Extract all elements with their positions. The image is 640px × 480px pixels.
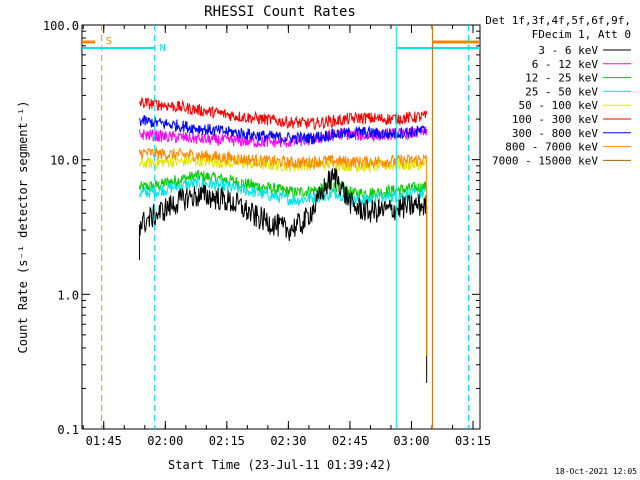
x-tick-label: 02:30	[270, 434, 306, 448]
x-tick-label: 03:00	[393, 434, 429, 448]
series-line-4	[139, 154, 428, 174]
x-tick-label: 02:15	[209, 434, 245, 448]
legend-label: 100 - 300 keV	[512, 113, 598, 126]
series-line-6	[138, 115, 427, 146]
night-label: N	[160, 43, 166, 54]
legend-label: 800 - 7000 keV	[505, 141, 598, 154]
legend-label: 300 - 800 keV	[512, 127, 598, 140]
legend-label: 7000 - 15000 keV	[492, 154, 598, 167]
legend-label: 25 - 50 keV	[525, 85, 598, 98]
legend-label: 3 - 6 keV	[538, 44, 598, 57]
chart-title: RHESSI Count Rates	[204, 4, 356, 20]
x-tick-label: 02:45	[332, 434, 368, 448]
legend-label: 6 - 12 keV	[532, 58, 599, 71]
series-line-7	[138, 147, 428, 170]
y-tick-label: 0.1	[57, 423, 79, 437]
y-tick-label: 1.0	[57, 288, 79, 302]
series-line-5	[138, 96, 428, 131]
y-tick-label: 100.0	[43, 19, 79, 33]
x-tick-label: 02:00	[147, 434, 183, 448]
x-tick-label: 03:15	[455, 434, 491, 448]
legend-header-line-1: Det 1f,3f,4f,5f,6f,9f,	[485, 14, 631, 27]
series-line-2	[138, 169, 428, 201]
series-line-0	[138, 167, 428, 242]
plot-area: 0.1 1.0 10.0 100.0 01:45 02:00 02:15 02:30 02:45…	[43, 19, 491, 448]
axes-frame	[81, 24, 481, 430]
saa-label: S	[106, 36, 112, 47]
x-axis-label: Start Time (23-Jul-11 01:39:42)	[168, 458, 392, 472]
legend-header-line-2: FDecim 1, Att 0	[532, 28, 631, 41]
y-axis-label: Count Rate (s⁻¹ detector segment⁻¹)	[16, 101, 30, 354]
footer-timestamp: 18-Oct-2021 12:05	[555, 467, 637, 476]
y-tick-label: 10.0	[50, 154, 79, 168]
legend-label: 12 - 25 keV	[525, 72, 598, 85]
legend-label: 50 - 100 keV	[519, 99, 599, 112]
x-tick-label: 01:45	[86, 434, 122, 448]
